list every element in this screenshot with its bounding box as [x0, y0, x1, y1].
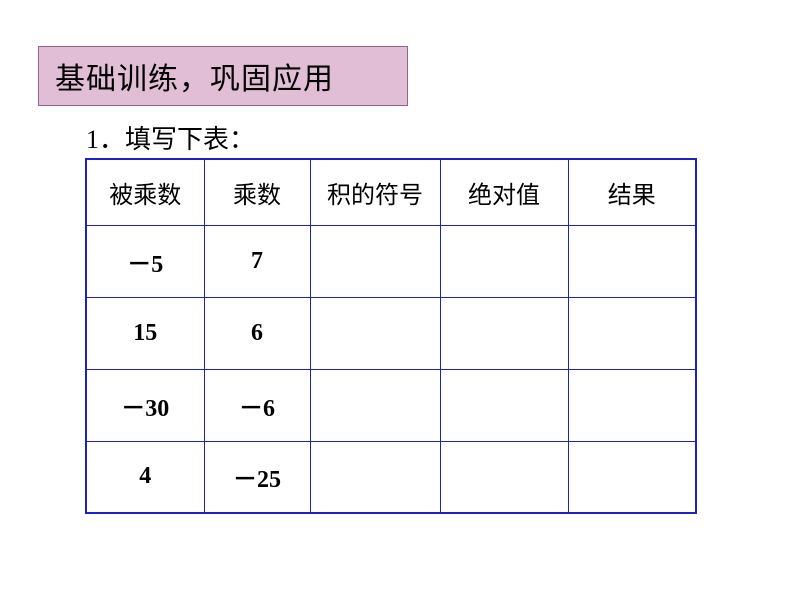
- cell-multiplicand: －30: [86, 369, 204, 441]
- cell-multiplicand: －5: [86, 225, 204, 297]
- cell-multiplier: －25: [204, 441, 310, 513]
- exercise-table: 被乘数 乘数 积的符号 绝对值 结果 －5 7 15 6 －30 －6: [85, 158, 697, 514]
- cell-sign: [310, 369, 440, 441]
- table-row: －30 －6: [86, 369, 696, 441]
- table-row: 15 6: [86, 297, 696, 369]
- table-row: 4 －25: [86, 441, 696, 513]
- cell-multiplicand: 4: [86, 441, 204, 513]
- subtitle: 1．填写下表：: [86, 119, 255, 156]
- cell-absolute: [440, 225, 568, 297]
- page-title: 基础训练，巩固应用: [55, 54, 334, 98]
- cell-absolute: [440, 441, 568, 513]
- header-multiplicand: 被乘数: [86, 159, 204, 225]
- cell-multiplier: －6: [204, 369, 310, 441]
- cell-sign: [310, 225, 440, 297]
- cell-absolute: [440, 297, 568, 369]
- cell-absolute: [440, 369, 568, 441]
- cell-multiplier: 6: [204, 297, 310, 369]
- header-result: 结果: [568, 159, 696, 225]
- cell-result: [568, 369, 696, 441]
- header-sign: 积的符号: [310, 159, 440, 225]
- cell-result: [568, 441, 696, 513]
- title-box: 基础训练，巩固应用: [38, 46, 408, 106]
- cell-result: [568, 225, 696, 297]
- table-header-row: 被乘数 乘数 积的符号 绝对值 结果: [86, 159, 696, 225]
- header-multiplier: 乘数: [204, 159, 310, 225]
- table-row: －5 7: [86, 225, 696, 297]
- header-absolute: 绝对值: [440, 159, 568, 225]
- cell-result: [568, 297, 696, 369]
- cell-multiplier: 7: [204, 225, 310, 297]
- cell-sign: [310, 297, 440, 369]
- cell-multiplicand: 15: [86, 297, 204, 369]
- cell-sign: [310, 441, 440, 513]
